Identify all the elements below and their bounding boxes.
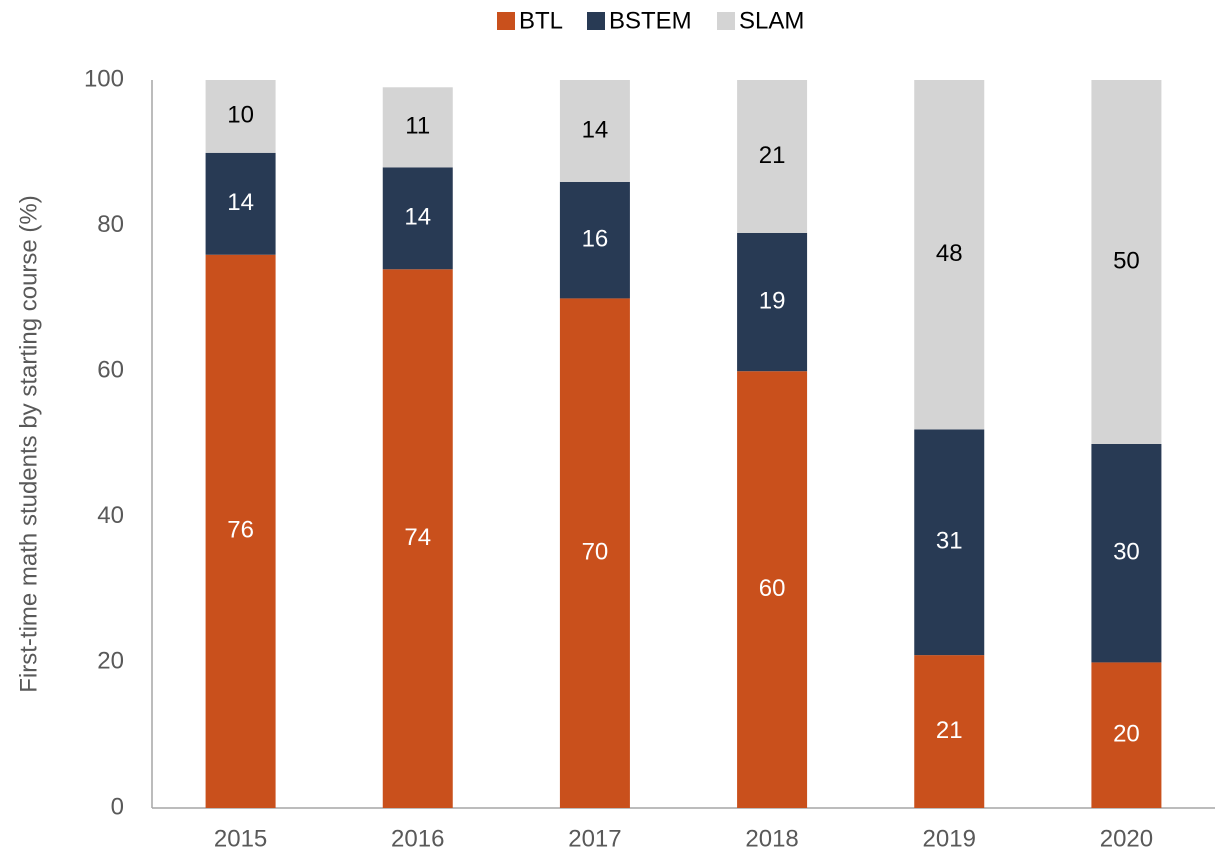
bar-segment: [559, 298, 630, 808]
bar-segment: [737, 371, 808, 808]
bar-segment: [737, 80, 808, 233]
data-label: 31: [936, 528, 963, 555]
y-axis-label: First-time math students by starting cou…: [15, 195, 42, 692]
x-tick-label: 2017: [568, 825, 621, 852]
legend-swatch: [587, 12, 605, 30]
y-tick-label: 60: [97, 357, 124, 384]
data-label: 48: [936, 240, 963, 267]
bar-segment: [559, 181, 630, 299]
data-label: 21: [759, 142, 786, 169]
x-tick-label: 2020: [1100, 825, 1153, 852]
bar-segment: [205, 152, 276, 255]
data-label: 10: [227, 102, 254, 129]
bar-segment: [1091, 80, 1162, 444]
data-label: 21: [936, 717, 963, 744]
data-label: 14: [227, 189, 254, 216]
x-tick-label: 2016: [391, 825, 444, 852]
bar-segment: [914, 429, 985, 656]
bar-segment: [559, 80, 630, 182]
data-label: 19: [759, 287, 786, 314]
y-tick-label: 100: [84, 65, 124, 92]
bar-segment: [914, 80, 985, 430]
bar-segment: [914, 655, 985, 808]
legend-label: SLAM: [739, 7, 804, 34]
data-label: 11: [405, 113, 430, 140]
bar-segment: [1091, 444, 1162, 663]
data-label: 60: [759, 575, 786, 602]
data-label: 16: [582, 226, 609, 253]
legend-label: BTL: [519, 7, 563, 34]
data-label: 50: [1113, 247, 1140, 274]
bar-segment: [737, 232, 808, 372]
data-label: 70: [582, 539, 609, 566]
x-tick-label: 2015: [214, 825, 267, 852]
bar-segment: [382, 269, 453, 808]
x-tick-label: 2019: [923, 825, 976, 852]
data-label: 20: [1113, 721, 1140, 748]
y-tick-label: 80: [97, 211, 124, 238]
legend-label: BSTEM: [609, 7, 692, 34]
bar-segment: [205, 80, 276, 153]
legend-swatch: [717, 12, 735, 30]
y-tick-label: 0: [111, 793, 124, 820]
data-label: 14: [404, 204, 431, 231]
legend-swatch: [497, 12, 515, 30]
y-tick-label: 20: [97, 648, 124, 675]
bar-segment: [382, 87, 453, 168]
data-label: 14: [582, 116, 609, 143]
y-tick-label: 40: [97, 502, 124, 529]
bar-segment: [205, 254, 276, 809]
bar-segment: [1091, 662, 1162, 808]
x-tick-label: 2018: [745, 825, 798, 852]
data-label: 74: [404, 524, 431, 551]
bar-segment: [382, 167, 453, 270]
data-label: 76: [227, 517, 254, 544]
data-label: 30: [1113, 539, 1140, 566]
